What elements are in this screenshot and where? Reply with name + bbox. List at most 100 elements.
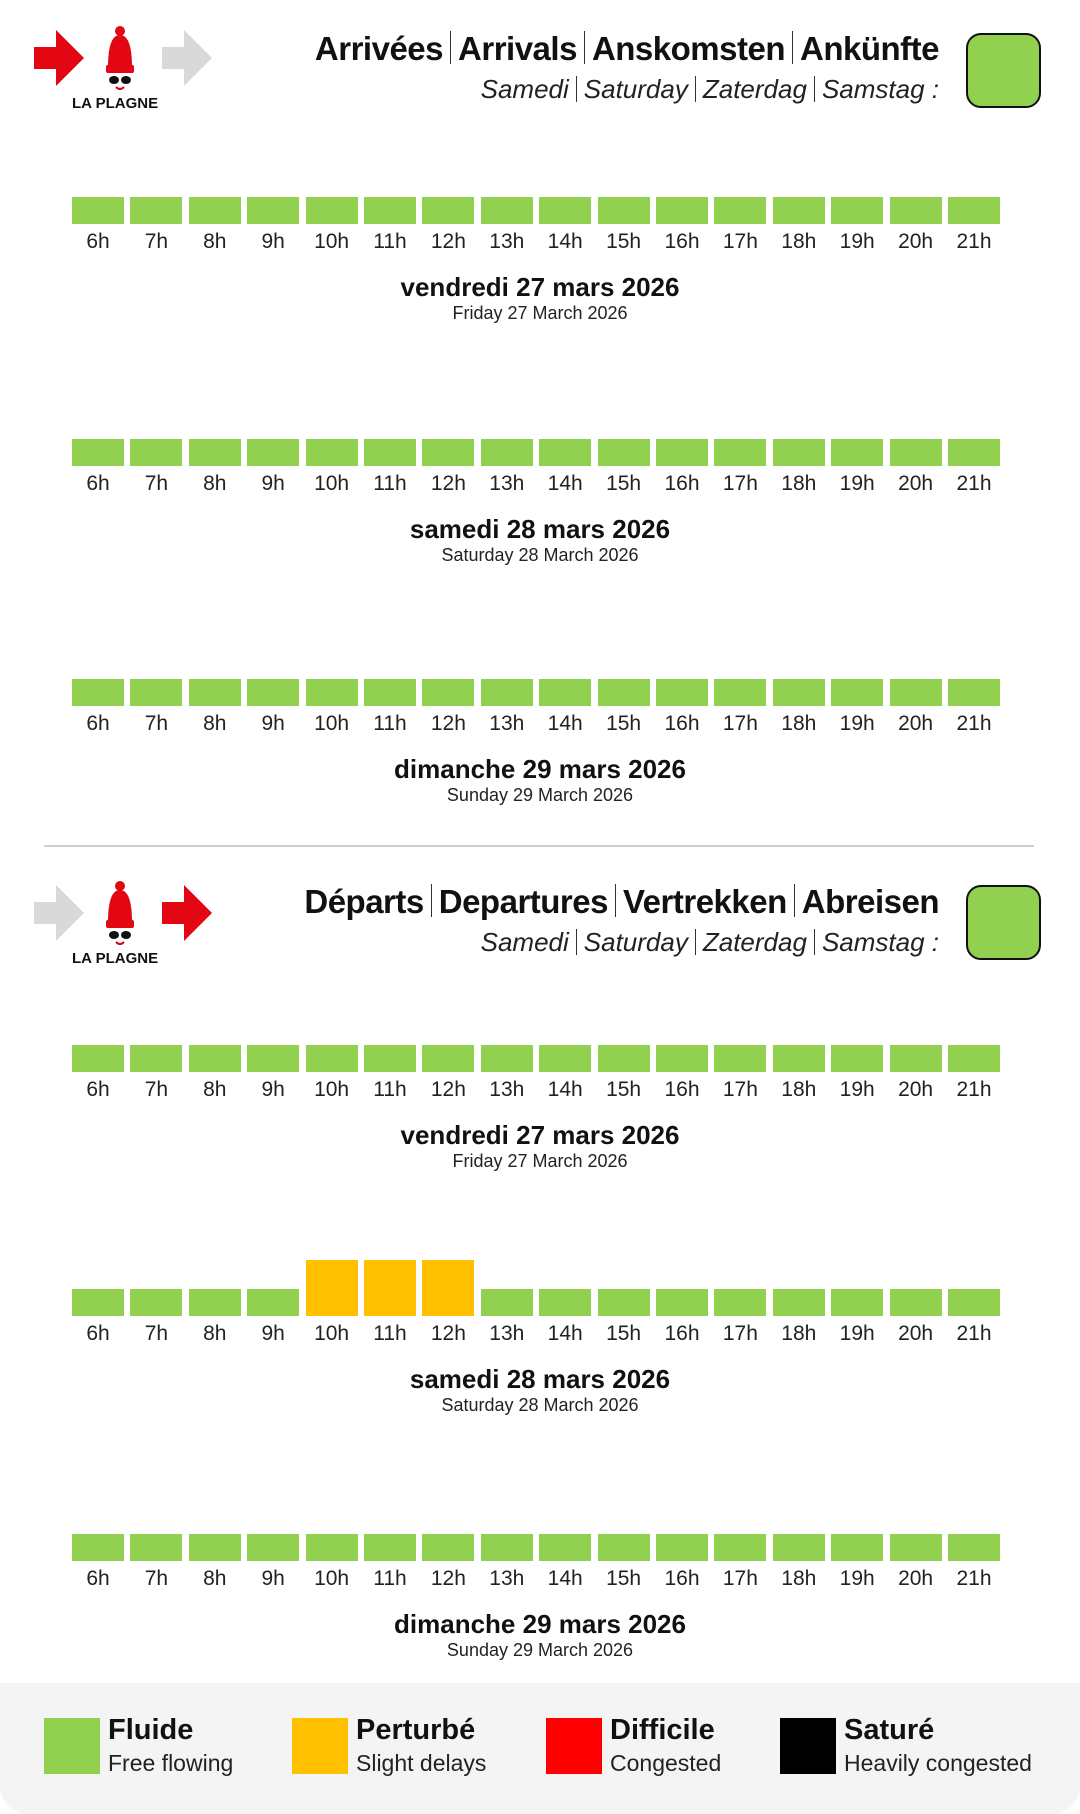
hour-status-bar	[422, 439, 475, 466]
hour-status-bar	[247, 679, 300, 706]
hour-label: 12h	[430, 712, 466, 735]
day-row: 6h 7h 8h 9h 10h 11h 12h 13h 14h 15h 16h 17h 18h 19h 20…	[0, 1260, 1080, 1429]
day-row: 6h 7h 8h 9h 10h 11h 12h 13h 14h 15h 16h 17h 18h 19h 20…	[0, 439, 1080, 579]
hour-status-bar	[130, 1534, 183, 1561]
hour-status-bar	[247, 197, 300, 224]
hour-status-bar	[772, 197, 825, 224]
hour-status-bar	[656, 1289, 708, 1316]
hour-status-bar	[597, 439, 650, 466]
day-row: 6h 7h 8h 9h 10h 11h 12h 13h 14h 15h 16h 17h 18h 19h 20…	[0, 197, 1080, 337]
hour-status-bar	[772, 439, 825, 466]
hour-label: 15h	[606, 1567, 642, 1590]
legend-sublabel: Free flowing	[108, 1750, 234, 1776]
hour-label: 9h	[261, 472, 285, 495]
hour-status-bar	[422, 197, 475, 224]
hour-label: 9h	[261, 230, 285, 253]
legend-label: Difficile	[610, 1714, 715, 1746]
hour-status-bar	[188, 197, 241, 224]
date-french: vendredi 27 mars 2026	[400, 272, 680, 302]
hour-status-bar	[305, 439, 358, 466]
hour-status-bar	[130, 197, 183, 224]
hour-status-bar	[188, 439, 241, 466]
hour-label: 8h	[203, 712, 227, 735]
hour-status-bar	[714, 197, 767, 224]
hour-label: 18h	[781, 1322, 817, 1345]
hour-label: 15h	[606, 712, 642, 735]
hour-label: 14h	[547, 712, 583, 735]
legend: Fluide Free flowing Perturbé Slight delays D…	[0, 1683, 1080, 1814]
hour-label: 11h	[373, 1322, 407, 1345]
hour-label: 19h	[839, 1078, 875, 1101]
hour-label: 6h	[86, 230, 110, 253]
hour-status-bar	[597, 1045, 650, 1072]
hour-label: 14h	[547, 230, 583, 253]
hour-status-bar	[247, 1045, 300, 1072]
date-french: dimanche 29 mars 2026	[394, 754, 686, 784]
hour-status-bar	[948, 1289, 1000, 1316]
hour-status-bar	[188, 1534, 241, 1561]
legend-swatch	[780, 1718, 836, 1774]
hour-label: 6h	[86, 1322, 110, 1345]
day-row: 6h 7h 8h 9h 10h 11h 12h 13h 14h 15h 16h 17h 18h 19h 20…	[0, 1045, 1080, 1185]
hour-status-bar	[539, 439, 592, 466]
hour-label: 9h	[261, 1567, 285, 1590]
hour-label: 8h	[203, 1567, 227, 1590]
hour-label: 20h	[898, 1567, 934, 1590]
title-de: Ankünfte	[800, 30, 940, 67]
hour-status-bar	[831, 439, 884, 466]
hour-status-bar	[480, 1534, 533, 1561]
hour-label: 20h	[898, 1322, 934, 1345]
hour-label: 18h	[781, 472, 817, 495]
subtitle-en: Saturday	[583, 74, 688, 104]
hour-status-bar	[305, 1260, 358, 1316]
hour-label: 19h	[839, 230, 875, 253]
date-french: dimanche 29 mars 2026	[394, 1609, 686, 1639]
hour-status-bar	[597, 1289, 650, 1316]
legend-label: Perturbé	[356, 1714, 476, 1746]
day-row: 6h 7h 8h 9h 10h 11h 12h 13h 14h 15h 16h 17h 18h 19h 20…	[0, 1534, 1080, 1674]
hour-label: 16h	[664, 1322, 700, 1345]
hour-label: 11h	[373, 472, 407, 495]
hour-status-bar	[188, 1045, 241, 1072]
arrow-right-red-icon	[162, 885, 212, 941]
subtitle-fr: Samedi	[480, 74, 569, 104]
hour-label: 12h	[430, 1078, 466, 1101]
hour-status-bar	[539, 679, 592, 706]
arrivals-title: Arrivées Arrivals Anskomsten Ankünfte	[315, 30, 940, 68]
hour-label: 18h	[781, 1567, 817, 1590]
hour-label: 13h	[489, 1078, 525, 1101]
subtitle-de: Samstag :	[821, 927, 939, 957]
hour-status-bar	[72, 197, 124, 224]
date-french: samedi 28 mars 2026	[409, 1364, 671, 1394]
hour-status-bar	[364, 679, 416, 706]
legend-sublabel: Heavily congested	[844, 1750, 1032, 1776]
subtitle-nl: Zaterdag	[702, 927, 807, 957]
hour-label: 8h	[203, 472, 227, 495]
hour-status-bar	[597, 197, 650, 224]
hour-label: 17h	[722, 472, 758, 495]
hour-label: 14h	[547, 1322, 583, 1345]
hour-label: 16h	[664, 230, 700, 253]
hour-label: 15h	[606, 472, 642, 495]
hour-status-bar	[305, 197, 358, 224]
logo-text: LA PLAGNE	[72, 95, 159, 112]
logo-text: LA PLAGNE	[72, 950, 159, 967]
hour-label: 10h	[314, 230, 350, 253]
hour-status-bar	[364, 439, 416, 466]
hour-label: 7h	[144, 230, 169, 253]
hour-label: 16h	[664, 1567, 700, 1590]
date-english: Saturday 28 March 2026	[441, 1395, 639, 1415]
hour-status-bar	[597, 1534, 650, 1561]
hour-status-bar	[656, 439, 708, 466]
hour-label: 20h	[898, 712, 934, 735]
hour-label: 6h	[86, 472, 110, 495]
hour-label: 6h	[86, 1078, 110, 1101]
departures-subtitle: Samedi Saturday Zaterdag Samstag :	[481, 927, 939, 958]
departures-overall-status	[966, 885, 1041, 960]
subtitle-fr: Samedi	[480, 927, 569, 957]
hour-label: 12h	[430, 472, 466, 495]
legend-swatch	[44, 1718, 100, 1774]
hour-label: 19h	[839, 1322, 875, 1345]
hour-status-bar	[72, 1045, 124, 1072]
hour-label: 15h	[606, 1078, 642, 1101]
